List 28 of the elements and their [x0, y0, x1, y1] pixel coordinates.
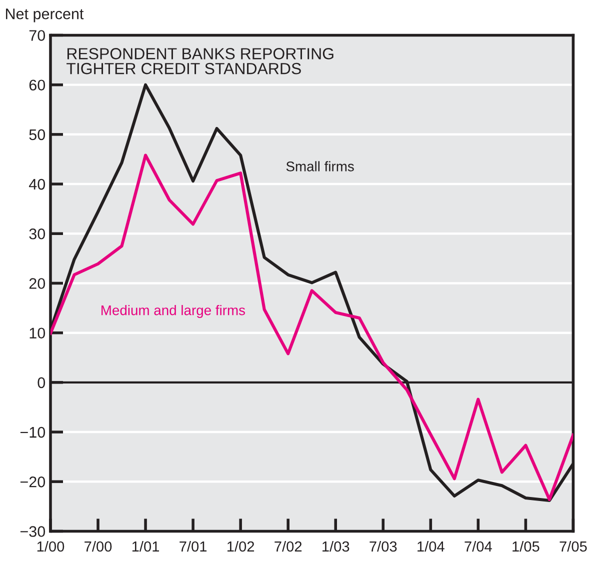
series-label: Medium and large firms: [102, 305, 245, 318]
annotation: RESPONDENT BANKS REPORTING TIGHTER CREDIT STANDARDS: [66, 48, 334, 74]
x-tick-label: 7/00: [84, 540, 112, 552]
y-tick-label: −30: [20, 526, 46, 537]
y-tick-label: 50: [29, 129, 46, 140]
x-tick-label: 7/05: [560, 540, 587, 552]
x-tick-label: 7/02: [274, 540, 302, 552]
y-tick-label: −20: [20, 476, 46, 488]
y-tick-label: 40: [28, 178, 46, 190]
y-tick-label: 0: [38, 377, 46, 388]
x-tick-label: 1/00: [37, 540, 64, 552]
y-tick-label: −10: [20, 426, 46, 438]
y-tick-label: 30: [29, 228, 46, 240]
x-tick-label: 1/04: [418, 540, 444, 552]
text: Small firms: [286, 161, 354, 172]
x-tick-label: 7/01: [180, 540, 207, 552]
x-tick-label: 7/04: [464, 540, 492, 552]
y-tick-label: 10: [30, 328, 46, 339]
x-tick-label: 1/02: [227, 540, 254, 552]
x-tick-label: 1/03: [322, 540, 350, 552]
y-tick-label: 60: [29, 80, 46, 91]
y-axis-title: Net percent: [6, 8, 84, 22]
y-tick-label: 70: [29, 30, 46, 41]
x-tick-label: 7/03: [370, 540, 397, 552]
y-tick-label: 20: [29, 278, 46, 289]
x-tick-label: 1/05: [512, 540, 540, 552]
line-series: [50, 154, 574, 502]
x-tick-label: 1/01: [132, 540, 160, 552]
